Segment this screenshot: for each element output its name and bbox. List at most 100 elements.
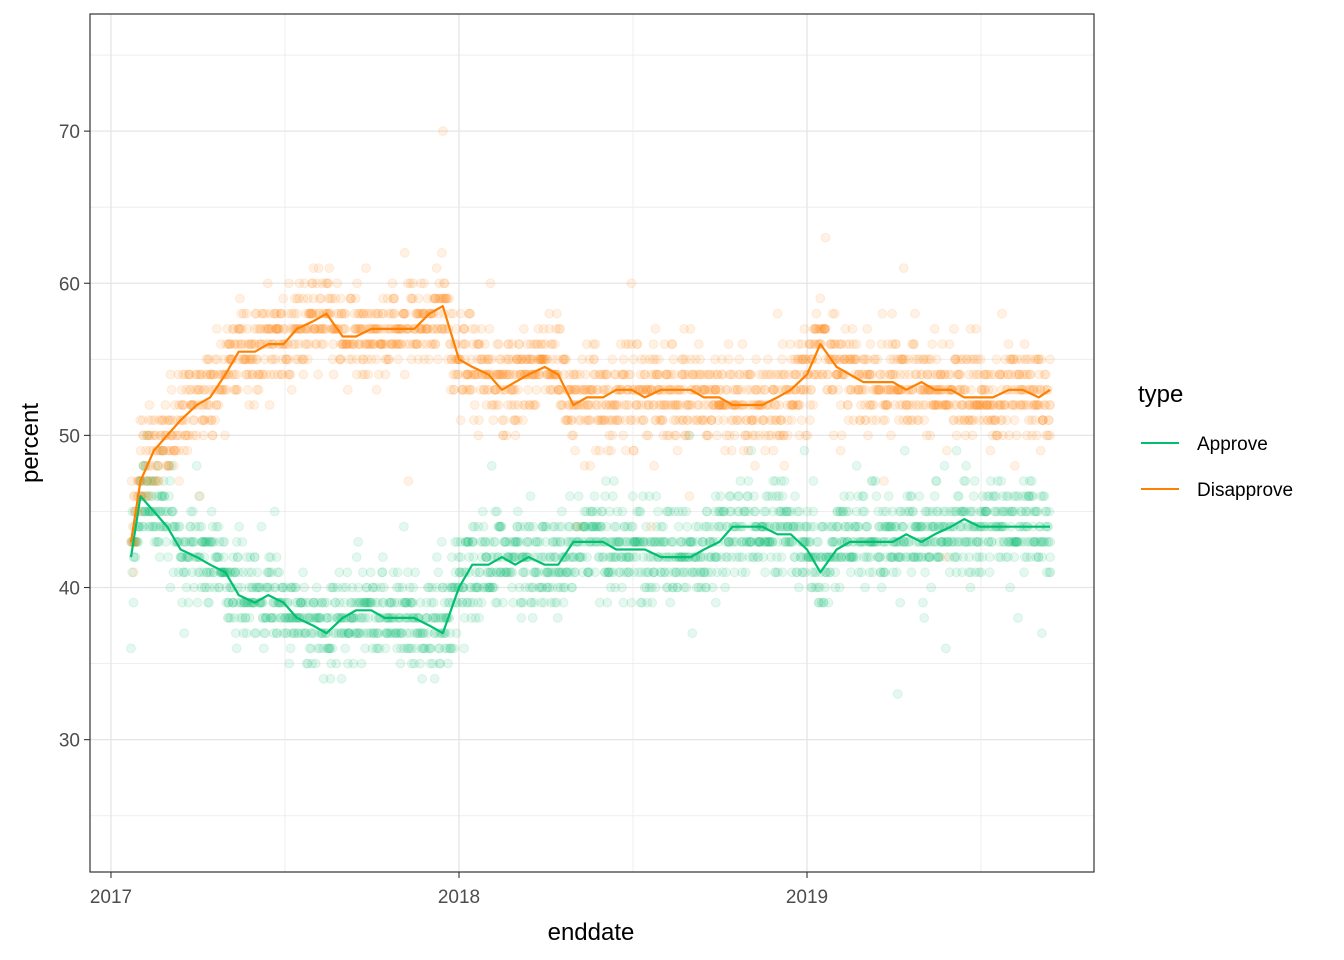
- poll-point: [287, 582, 298, 593]
- poll-point: [421, 613, 432, 623]
- poll-point: [140, 506, 150, 517]
- poll-point: [285, 582, 296, 593]
- poll-point: [405, 597, 416, 608]
- poll-point: [348, 613, 359, 623]
- poll-point: [199, 537, 210, 547]
- poll-point: [168, 521, 179, 532]
- poll-point: [213, 400, 224, 410]
- poll-point: [223, 597, 234, 608]
- poll-point: [150, 506, 161, 517]
- poll-point: [926, 582, 937, 593]
- poll-point: [658, 521, 668, 532]
- poll-point: [397, 628, 408, 639]
- poll-point: [203, 597, 213, 608]
- poll-point: [412, 628, 423, 639]
- poll-point: [365, 567, 376, 578]
- poll-point: [931, 354, 942, 365]
- poll-point: [1011, 430, 1022, 441]
- poll-point: [296, 628, 307, 639]
- poll-point: [607, 430, 618, 441]
- poll-point: [339, 597, 350, 608]
- poll-point: [332, 278, 343, 289]
- poll-point: [209, 537, 220, 547]
- poll-point: [428, 613, 439, 623]
- poll-point: [166, 460, 177, 471]
- poll-point: [976, 567, 987, 578]
- poll-point: [617, 506, 628, 517]
- poll-point: [267, 613, 277, 623]
- poll-point: [392, 582, 402, 593]
- poll-point: [399, 521, 409, 532]
- poll-point: [303, 658, 313, 669]
- poll-point: [272, 628, 282, 639]
- poll-point: [966, 384, 976, 395]
- poll-point: [363, 369, 374, 380]
- poll-point: [428, 597, 439, 608]
- poll-point: [823, 369, 833, 380]
- poll-point: [646, 521, 657, 532]
- poll-point: [426, 597, 437, 608]
- poll-point: [140, 506, 151, 517]
- poll-point: [246, 582, 257, 593]
- poll-point: [847, 324, 858, 334]
- poll-point: [164, 491, 174, 502]
- poll-point: [143, 491, 154, 502]
- poll-point: [478, 506, 488, 517]
- poll-point: [188, 506, 198, 517]
- poll-point: [326, 658, 337, 669]
- poll-point: [354, 628, 365, 639]
- poll-point: [232, 384, 243, 395]
- poll-point: [204, 582, 215, 593]
- poll-point: [469, 400, 480, 410]
- poll-point: [313, 613, 324, 623]
- poll-point: [802, 430, 813, 441]
- poll-point: [236, 597, 247, 608]
- poll-point: [413, 293, 424, 304]
- poll-point: [403, 643, 414, 654]
- poll-point: [371, 384, 382, 395]
- poll-point: [898, 263, 909, 274]
- poll-point: [166, 506, 177, 517]
- poll-point: [353, 537, 364, 547]
- poll-point: [682, 521, 692, 532]
- poll-point: [291, 582, 301, 593]
- poll-point: [513, 384, 524, 395]
- poll-point: [249, 628, 260, 639]
- poll-point: [169, 521, 180, 532]
- poll-point: [324, 263, 335, 274]
- poll-point: [392, 643, 402, 654]
- poll-point: [777, 567, 788, 578]
- poll-point: [299, 582, 310, 593]
- poll-point: [949, 324, 959, 334]
- poll-point: [128, 597, 139, 608]
- poll-point: [189, 582, 199, 593]
- poll-point: [331, 628, 341, 639]
- poll-point: [523, 384, 534, 395]
- poll-point: [552, 613, 563, 623]
- poll-point: [404, 582, 415, 593]
- poll-point: [256, 582, 266, 593]
- poll-point: [228, 597, 239, 608]
- poll-point: [315, 613, 326, 623]
- poll-point: [313, 369, 324, 380]
- poll-point: [285, 643, 296, 654]
- poll-point: [1031, 430, 1042, 441]
- poll-point: [872, 354, 883, 365]
- poll-point: [348, 658, 359, 669]
- poll-point: [243, 567, 254, 578]
- poll-point: [459, 643, 470, 654]
- poll-point: [438, 126, 448, 137]
- poll-point: [745, 369, 756, 380]
- poll-point: [151, 537, 162, 547]
- poll-point: [163, 506, 173, 517]
- poll-point: [154, 537, 165, 547]
- poll-point: [1037, 628, 1047, 639]
- poll-point: [213, 521, 224, 532]
- poll-point: [400, 308, 411, 319]
- poll-point: [230, 567, 241, 578]
- poll-point: [530, 400, 541, 410]
- poll-point: [354, 613, 365, 623]
- poll-point: [1045, 567, 1056, 578]
- poll-point: [224, 613, 234, 623]
- poll-point: [415, 658, 426, 669]
